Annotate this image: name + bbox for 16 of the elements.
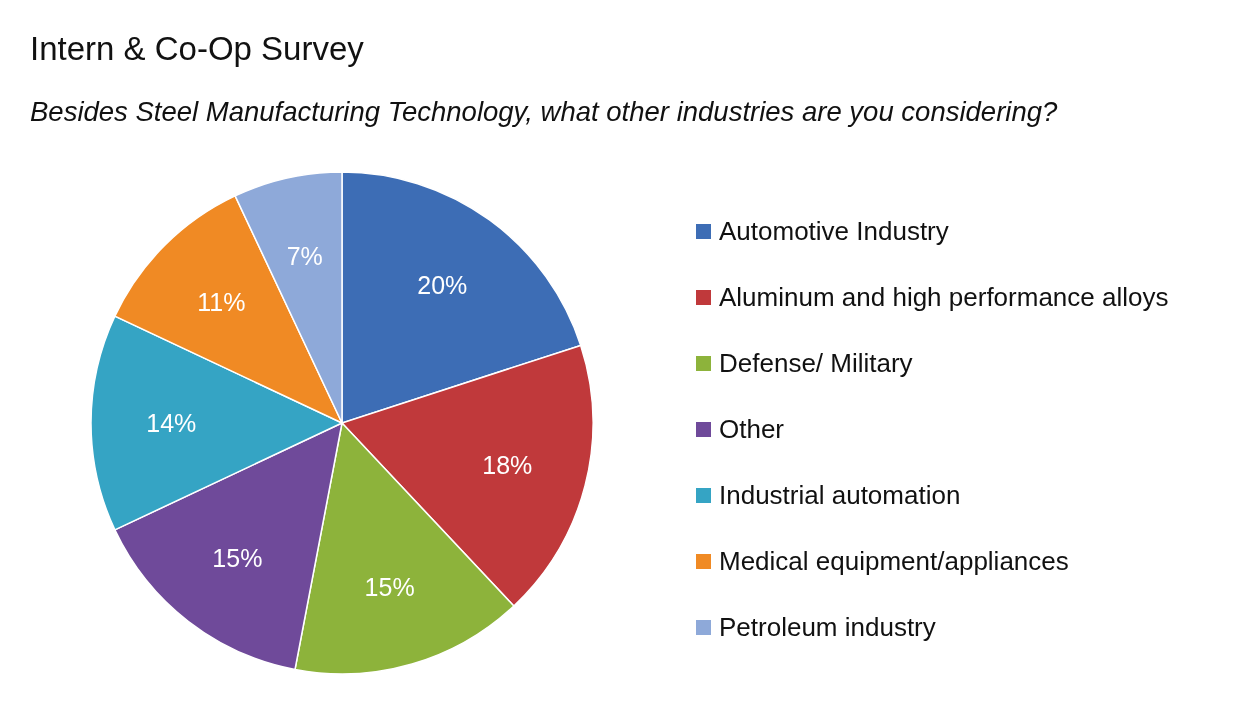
data-label: 7% — [286, 242, 323, 271]
data-label: 18% — [482, 451, 533, 480]
legend-label: Medical equipment/appliances — [719, 545, 1069, 577]
chart-title: Intern & Co-Op Survey — [30, 30, 364, 68]
chart-subtitle: Besides Steel Manufacturing Technology, what other industries are you considering? — [30, 96, 1058, 128]
data-label: 15% — [212, 543, 263, 572]
data-label: 14% — [146, 409, 197, 437]
legend-label: Automotive Industry — [719, 215, 949, 247]
legend-label: Petroleum industry — [719, 611, 936, 643]
data-label: 20% — [417, 270, 468, 299]
legend-label: Other — [719, 413, 785, 445]
legend-label: Industrial automation — [719, 479, 961, 511]
data-label: 15% — [364, 572, 415, 601]
legend-label: Defense/ Military — [719, 347, 913, 379]
legend-label: Aluminum and high performance alloys — [719, 281, 1169, 313]
data-label: 11% — [197, 288, 246, 317]
